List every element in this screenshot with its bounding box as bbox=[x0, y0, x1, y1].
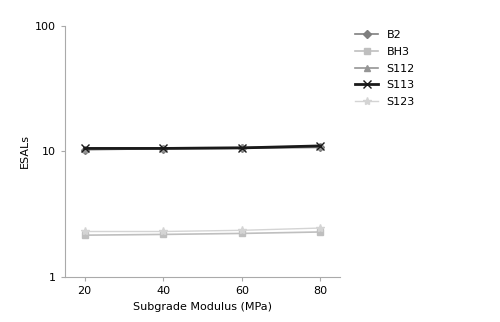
B2 bbox=[318, 146, 324, 149]
S123 bbox=[318, 226, 324, 230]
Line: S112: S112 bbox=[82, 144, 323, 152]
S112 bbox=[82, 147, 87, 151]
Line: BH3: BH3 bbox=[82, 229, 323, 238]
B2 bbox=[82, 148, 87, 152]
Line: S123: S123 bbox=[80, 224, 324, 236]
S112 bbox=[318, 145, 324, 148]
BH3 bbox=[82, 233, 87, 237]
S113 bbox=[239, 146, 245, 150]
S123 bbox=[160, 230, 166, 233]
Y-axis label: ESALs: ESALs bbox=[20, 134, 30, 168]
S113 bbox=[160, 147, 166, 150]
S123 bbox=[239, 228, 245, 232]
BH3 bbox=[239, 232, 245, 235]
Line: B2: B2 bbox=[82, 145, 323, 153]
Legend: B2, BH3, S112, S113, S123: B2, BH3, S112, S113, S123 bbox=[351, 26, 419, 111]
S112 bbox=[239, 146, 245, 149]
S113 bbox=[318, 144, 324, 148]
Line: S113: S113 bbox=[80, 142, 324, 153]
B2 bbox=[160, 147, 166, 151]
BH3 bbox=[160, 232, 166, 236]
BH3 bbox=[318, 230, 324, 234]
S112 bbox=[160, 146, 166, 150]
B2 bbox=[239, 146, 245, 150]
X-axis label: Subgrade Modulus (MPa): Subgrade Modulus (MPa) bbox=[133, 301, 272, 311]
S113 bbox=[82, 147, 87, 150]
S123 bbox=[82, 230, 87, 233]
